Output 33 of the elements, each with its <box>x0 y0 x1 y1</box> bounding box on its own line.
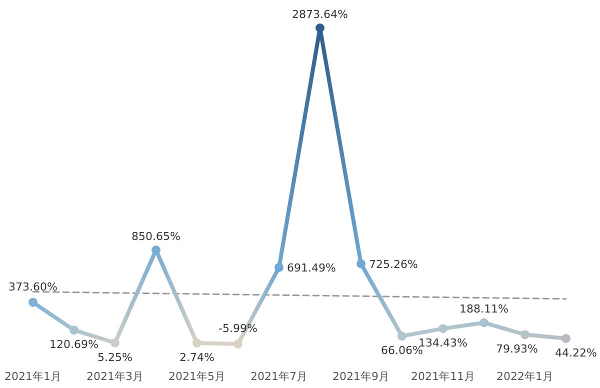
data-label: 2873.64% <box>292 8 348 21</box>
point <box>110 338 120 348</box>
data-label: 5.25% <box>98 350 132 364</box>
point <box>274 262 284 272</box>
data-label: 79.93% <box>496 342 538 356</box>
data-label: 725.26% <box>369 258 418 271</box>
point <box>316 24 324 32</box>
point <box>398 332 406 341</box>
point <box>356 259 366 268</box>
point <box>234 340 242 348</box>
data-label: 850.65% <box>132 230 180 243</box>
data-label: 2.74% <box>180 351 214 364</box>
point <box>192 338 202 348</box>
data-label: 188.11% <box>460 302 508 316</box>
point <box>520 330 530 340</box>
point <box>562 334 570 343</box>
x-tick-label: 2021年5月 <box>168 370 226 383</box>
point <box>152 245 160 254</box>
data-label: 44.22% <box>555 346 597 360</box>
point <box>70 326 78 335</box>
data-label: 120.69% <box>50 338 98 352</box>
x-tick-label: 2021年1月 <box>4 370 62 383</box>
point <box>480 318 488 328</box>
x-tick-label: 2021年9月 <box>332 370 390 383</box>
x-tick-label: 2021年7月 <box>250 370 308 383</box>
x-tick-label: 2022年1月 <box>496 370 554 383</box>
point <box>28 298 38 307</box>
point <box>438 324 448 334</box>
x-tick-label: 2021年11月 <box>411 370 475 383</box>
data-label: 373.60% <box>8 280 58 294</box>
data-label: -5.99% <box>218 322 258 335</box>
data-label: 691.49% <box>287 261 336 274</box>
x-tick-label: 2021年3月 <box>86 370 144 383</box>
